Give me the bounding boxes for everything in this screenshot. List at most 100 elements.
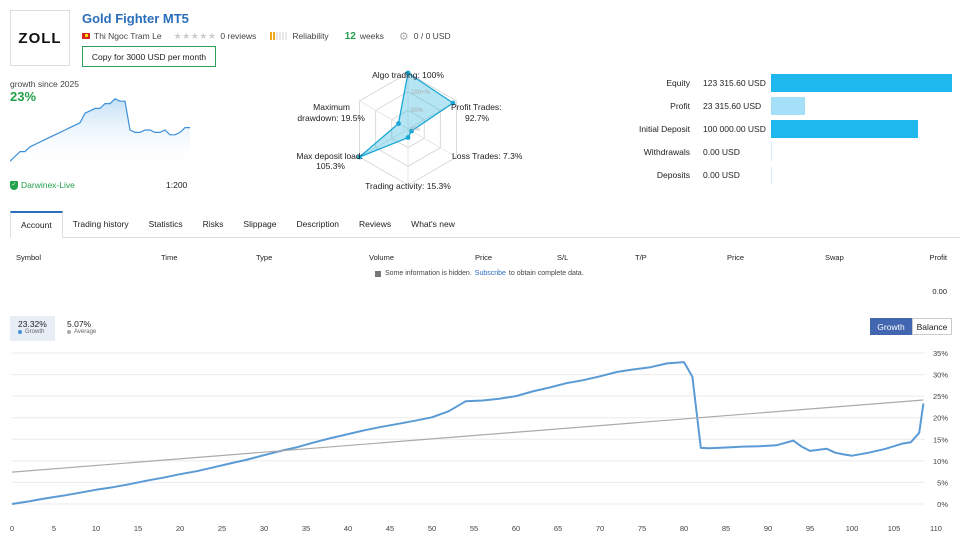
growth-toggle-button[interactable]: Growth (870, 318, 912, 335)
column-header[interactable]: Symbol (16, 253, 42, 262)
signal-title[interactable]: Gold Fighter MT5 (82, 11, 189, 26)
column-header[interactable]: Swap (825, 253, 844, 262)
growth-value: 23% (10, 89, 37, 104)
x-tick-label: 65 (554, 524, 562, 533)
metric-value: 100 000.00 USD (703, 124, 766, 134)
radar-label-loss: Loss Trades: 7.3% (452, 151, 523, 161)
radar-point (357, 154, 362, 160)
y-tick-label: 25% (933, 392, 948, 401)
metric-label: Profit (670, 101, 690, 111)
radar-axis (407, 128, 457, 158)
x-tick-label: 90 (764, 524, 772, 533)
y-tick-label: 30% (933, 371, 948, 380)
radar-shape (359, 71, 455, 158)
average-series-line (11, 399, 924, 473)
radar-point (396, 121, 401, 126)
average-dot-icon (67, 330, 71, 334)
metric-label: Equity (666, 78, 690, 88)
growth-dot-icon (18, 330, 22, 334)
x-tick-label: 85 (722, 524, 730, 533)
average-stat-label: Average (74, 329, 97, 335)
info-square-icon (375, 270, 381, 277)
metric-value: 0.00 USD (703, 170, 740, 180)
radar-scale-100: 100+% (411, 90, 431, 96)
metric-label: Deposits (656, 170, 690, 180)
flag-icon (82, 33, 90, 39)
tab-description[interactable]: Description (296, 219, 340, 229)
column-header[interactable]: Type (256, 253, 273, 262)
growth-sparkline (10, 98, 190, 168)
tab-trading-history[interactable]: Trading history (72, 219, 129, 229)
x-tick-label: 55 (470, 524, 478, 533)
hidden-info-prefix: Some information is hidden. (385, 270, 472, 277)
radar-label-algo: Algo trading: 100% (372, 70, 444, 80)
x-tick-label: 105 (888, 524, 901, 533)
column-header[interactable]: Price (475, 253, 493, 262)
subscribe-link[interactable]: Subscribe (474, 270, 506, 277)
radar-label-drawdown: Maximum (313, 102, 350, 112)
tab-average-stat[interactable]: 5.07% Average (59, 316, 104, 341)
radar-scale-0: 0% (411, 127, 420, 133)
logo: ZOLL (10, 10, 70, 66)
x-tick-label: 95 (806, 524, 814, 533)
radar-point (405, 70, 411, 76)
average-stat-value: 5.07% (67, 319, 92, 329)
x-tick-label: 80 (680, 524, 688, 533)
x-tick-label: 50 (428, 524, 436, 533)
reliability-bars-icon (270, 32, 288, 40)
column-header[interactable]: Time (161, 253, 178, 262)
balance-toggle-button[interactable]: Balance (912, 318, 952, 335)
metric-value: 0.00 USD (703, 147, 740, 157)
reviews-link[interactable]: 0 reviews (220, 31, 257, 41)
tab-what-s-new[interactable]: What's new (411, 219, 455, 229)
profit-total: 0.00 (932, 287, 947, 296)
metric-bar (771, 166, 772, 184)
tab-slippage[interactable]: Slippage (243, 219, 277, 229)
sparkline-area (10, 98, 190, 168)
weeks-label: weeks (359, 31, 384, 41)
x-tick-label: 110 (930, 524, 942, 533)
metric-bar (771, 97, 806, 115)
reliability-label: Reliability (292, 31, 329, 41)
radar-label-profit-value: 92.7% (465, 113, 490, 123)
column-header[interactable]: Price (727, 253, 745, 262)
x-tick-label: 0 (10, 524, 14, 533)
radar-label-deposit-value: 105.3% (316, 161, 345, 171)
x-tick-label: 45 (386, 524, 394, 533)
hidden-info-note: Some information is hidden. Subscribe to… (375, 270, 584, 277)
weeks-value: 12 (344, 30, 356, 42)
hidden-info-suffix: to obtain complete data. (508, 270, 584, 277)
tab-reviews[interactable]: Reviews (359, 219, 392, 229)
column-header[interactable]: Volume (369, 253, 395, 262)
growth-series-line (11, 361, 925, 505)
x-tick-label: 20 (176, 524, 184, 533)
tab-statistics[interactable]: Statistics (148, 219, 183, 229)
meta-row: Thi Ngoc Tram Le ★★★★★ 0 reviews Reliabi… (82, 30, 451, 43)
x-tick-label: 10 (92, 524, 100, 533)
tab-risks[interactable]: Risks (202, 219, 224, 229)
x-tick-label: 25 (218, 524, 226, 533)
growth-chart: 0% 5% 10% 15% 20% 25% 30% 35% 0 5 10 15 20 25 30 35 40 45… (10, 349, 948, 533)
copy-button[interactable]: Copy for 3000 USD per month (82, 46, 216, 67)
column-header[interactable]: T/P (635, 253, 647, 262)
radar-label-profit: Profit Trades: (451, 102, 502, 112)
tab-growth-stat[interactable]: 23.32% Growth (10, 316, 55, 341)
column-header[interactable]: S/L (557, 253, 569, 262)
metric-label: Initial Deposit (638, 124, 690, 134)
radar-axis (359, 128, 409, 158)
y-tick-label: 20% (933, 414, 948, 423)
metric-bar (771, 74, 952, 92)
broker[interactable]: ✓ Darwinex-Live (10, 180, 75, 190)
growth-stat-value: 23.32% (18, 319, 47, 329)
tab-account[interactable]: Account (10, 211, 63, 238)
column-header[interactable]: Profit (929, 253, 947, 262)
x-tick-label: 75 (638, 524, 646, 533)
author-link[interactable]: Thi Ngoc Tram Le (94, 31, 162, 41)
tab-bar: Account Trading history Statistics Risks Sli… (10, 211, 960, 238)
x-tick-label: 30 (260, 524, 268, 533)
y-tick-label: 5% (937, 478, 948, 487)
radar-point (405, 135, 411, 140)
metric-value: 23 315.60 USD (703, 101, 762, 111)
radar-label-deposit: Max deposit load: (296, 151, 363, 161)
x-tick-label: 40 (344, 524, 352, 533)
